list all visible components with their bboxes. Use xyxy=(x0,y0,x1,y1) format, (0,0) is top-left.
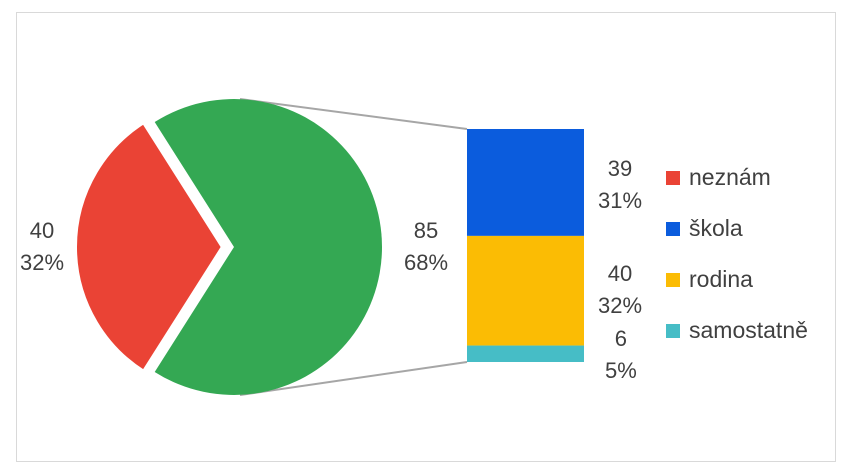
data-label-percent: 68% xyxy=(404,250,449,275)
data-label-rodina: 40 32% xyxy=(598,258,642,322)
pie-slice-neznam xyxy=(73,119,226,375)
chart-legend: neznám škola rodina samostatně xyxy=(666,152,808,356)
legend-swatch xyxy=(666,221,680,236)
data-label-value: 40 xyxy=(607,261,633,286)
connector-line-0 xyxy=(239,98,468,130)
data-label-percent: 5% xyxy=(605,358,637,383)
legend-label: rodina xyxy=(689,266,753,292)
legend-label: škola xyxy=(689,215,743,241)
legend-item-samostatne: samostatně xyxy=(666,305,808,356)
legend-label: samostatně xyxy=(689,317,808,343)
bar-segment-2 xyxy=(467,345,584,362)
legend-swatch xyxy=(666,170,680,185)
data-label-neznam: 40 32% xyxy=(20,215,64,279)
legend-item-rodina: rodina xyxy=(666,254,808,305)
legend-swatch xyxy=(666,323,680,338)
data-label-percent: 32% xyxy=(20,250,65,275)
bar-segment-1 xyxy=(467,235,584,346)
data-label-samostatne: 6 5% xyxy=(605,323,637,387)
data-label-other: 85 68% xyxy=(404,215,448,279)
data-label-percent: 31% xyxy=(598,188,643,213)
legend-item-skola: škola xyxy=(666,203,808,254)
data-label-skola: 39 31% xyxy=(598,153,642,217)
data-label-percent: 32% xyxy=(598,293,643,318)
data-label-value: 39 xyxy=(607,156,633,181)
legend-label: neznám xyxy=(689,164,771,190)
legend-swatch xyxy=(666,272,680,287)
data-label-value: 40 xyxy=(29,218,55,243)
connector-line-1 xyxy=(239,361,468,396)
legend-item-neznam: neznám xyxy=(666,152,808,203)
bar-segment-0 xyxy=(467,129,584,236)
data-label-value: 6 xyxy=(614,326,628,351)
data-label-value: 85 xyxy=(413,218,439,243)
pie-slice-other xyxy=(154,99,382,395)
